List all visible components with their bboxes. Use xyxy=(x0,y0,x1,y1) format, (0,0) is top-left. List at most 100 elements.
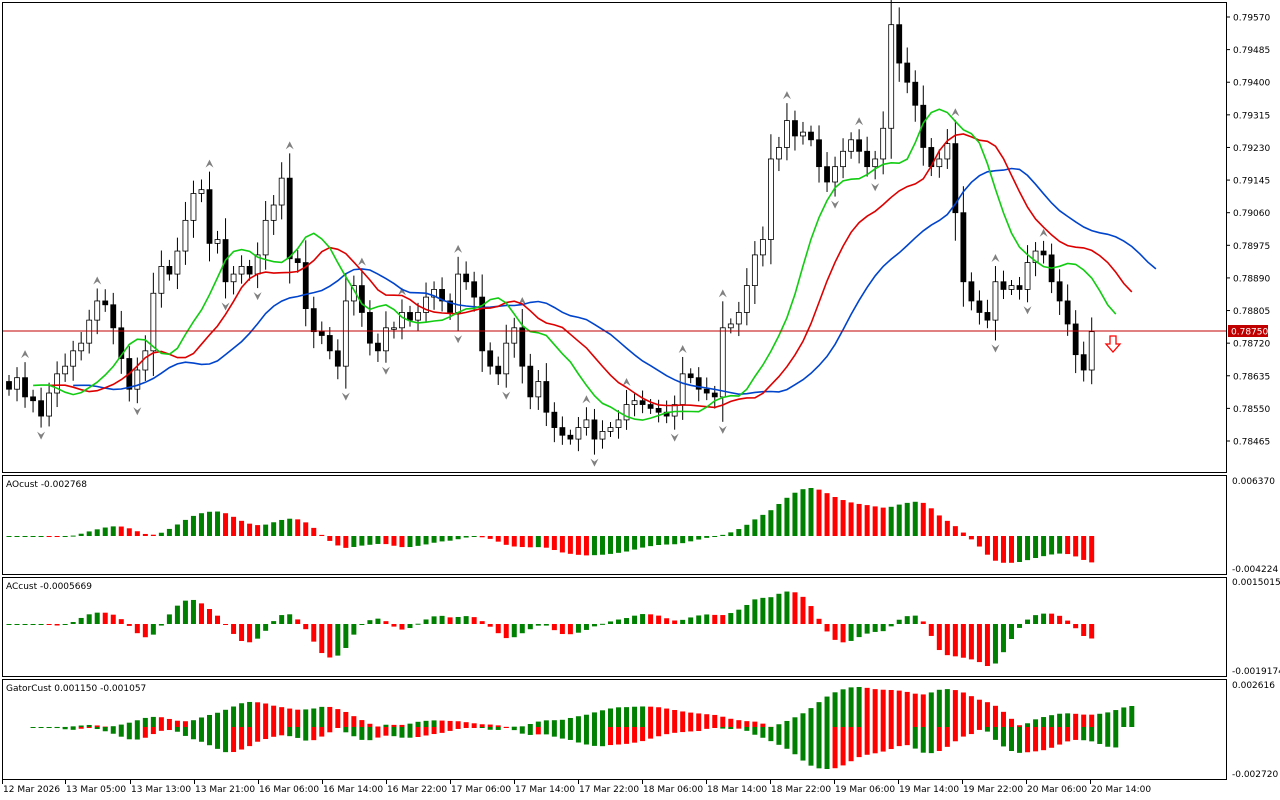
gator-upper-bar xyxy=(1025,723,1031,727)
gator-upper-bar xyxy=(824,696,830,727)
gator-upper-bar xyxy=(1105,712,1111,727)
gator-lower-bar xyxy=(447,727,453,731)
gator-lower-bar xyxy=(359,727,365,740)
gator-lower-bar xyxy=(455,727,461,729)
fractal-down-icon xyxy=(133,407,142,416)
fractal-down-icon xyxy=(37,431,46,440)
ao-bar xyxy=(295,519,301,536)
gator-upper-bar xyxy=(912,693,918,727)
gator-lower-bar xyxy=(944,727,950,747)
gator-upper-bar xyxy=(591,712,597,727)
gator-lower-bar xyxy=(351,727,357,737)
gator-upper-bar xyxy=(327,706,333,727)
ao-bar xyxy=(784,497,790,536)
gator-lower-bar xyxy=(640,727,646,742)
gator-lower-bar xyxy=(808,727,814,766)
ac-bar xyxy=(1017,624,1023,628)
gator-upper-bar xyxy=(648,706,654,727)
ac-bar xyxy=(992,624,998,664)
gator-upper-bar xyxy=(335,709,341,727)
gator-upper-bar xyxy=(712,714,718,727)
ac-bar xyxy=(856,624,862,638)
gator-lower-bar xyxy=(335,727,341,728)
ac-bar xyxy=(94,612,100,624)
ao-bar xyxy=(680,536,686,544)
bull-candle xyxy=(944,143,951,160)
ac-bar xyxy=(952,624,958,657)
bear-candle xyxy=(1000,281,1007,290)
bull-candle xyxy=(727,323,734,329)
ao-bar xyxy=(102,527,108,536)
bear-candle xyxy=(960,212,967,283)
fractal-up-icon xyxy=(622,377,631,386)
gator-lower-bar xyxy=(720,727,726,729)
time-tick-label: 17 Mar 22:00 xyxy=(579,785,639,795)
gator-upper-bar xyxy=(319,706,325,727)
bear-candle xyxy=(358,285,365,313)
bull-candle xyxy=(46,392,52,417)
time-tick-label: 18 Mar 22:00 xyxy=(771,785,831,795)
ac-bar xyxy=(808,606,814,624)
gator-upper-bar xyxy=(1089,714,1095,727)
bull-candle xyxy=(1024,262,1031,290)
gator-upper-bar xyxy=(880,689,886,727)
ao-bar xyxy=(118,526,124,536)
ac-bar xyxy=(728,613,734,624)
gator-upper-bar xyxy=(447,720,453,727)
bull-candle xyxy=(880,127,887,160)
ao-bar xyxy=(359,536,365,546)
gator-upper-bar xyxy=(287,708,293,727)
gator-lower-bar xyxy=(616,727,622,745)
gator-lower-bar xyxy=(567,727,573,740)
fractal-up-icon xyxy=(582,395,591,404)
ac-bar xyxy=(447,617,453,624)
gator-upper-bar xyxy=(968,696,974,727)
ao-panel xyxy=(2,475,1227,575)
ao-label: AOcust -0.002768 xyxy=(6,480,87,490)
ao-max-label: 0.006370 xyxy=(1232,477,1275,487)
ac-bar xyxy=(343,624,349,648)
gator-lower-bar xyxy=(431,727,437,735)
fractal-up-icon xyxy=(782,91,791,100)
bear-candle xyxy=(824,166,830,183)
ac-bar xyxy=(968,624,974,660)
gator-upper-bar xyxy=(559,719,565,727)
ao-bar xyxy=(816,489,822,536)
gator-lower-bar xyxy=(672,727,678,733)
ac-bar xyxy=(327,624,333,658)
gator-lower-bar xyxy=(102,727,108,732)
price-tick-label: 0.79145 xyxy=(1233,177,1270,187)
ao-bar xyxy=(134,531,140,536)
gator-lower-bar xyxy=(1113,727,1119,748)
ao-bar xyxy=(319,534,325,536)
bear-candle xyxy=(976,300,983,313)
ao-bar xyxy=(479,536,485,538)
ac-bar xyxy=(359,624,365,625)
ac-bar xyxy=(1041,613,1047,624)
ac-bar xyxy=(70,622,76,624)
ac-bar xyxy=(535,624,541,626)
bull-candle xyxy=(888,24,895,129)
gator-lower-bar xyxy=(70,727,76,730)
ao-bar xyxy=(70,535,76,537)
bear-candle xyxy=(487,350,494,367)
ao-bar xyxy=(800,489,806,536)
ac-bar xyxy=(158,624,164,626)
bull-candle xyxy=(415,312,421,321)
ac-bar xyxy=(503,624,509,639)
ac-bar xyxy=(551,624,557,631)
ao-bar xyxy=(367,536,373,545)
bull-candle xyxy=(607,427,614,432)
gator-lower-bar xyxy=(559,727,565,739)
price-tick-label: 0.79230 xyxy=(1233,144,1270,154)
gator-upper-bar xyxy=(984,702,990,727)
gator-upper-bar xyxy=(952,690,958,727)
bull-candle xyxy=(1088,331,1095,371)
alligator-lines xyxy=(33,108,1157,421)
ac-label: ACcust -0.0005669 xyxy=(6,582,92,592)
ac-bar xyxy=(182,600,188,624)
gator-lower-bar xyxy=(78,727,84,729)
ao-bar xyxy=(832,497,838,536)
gator-lower-bar xyxy=(295,727,301,738)
gator-lower-bar xyxy=(728,727,734,730)
